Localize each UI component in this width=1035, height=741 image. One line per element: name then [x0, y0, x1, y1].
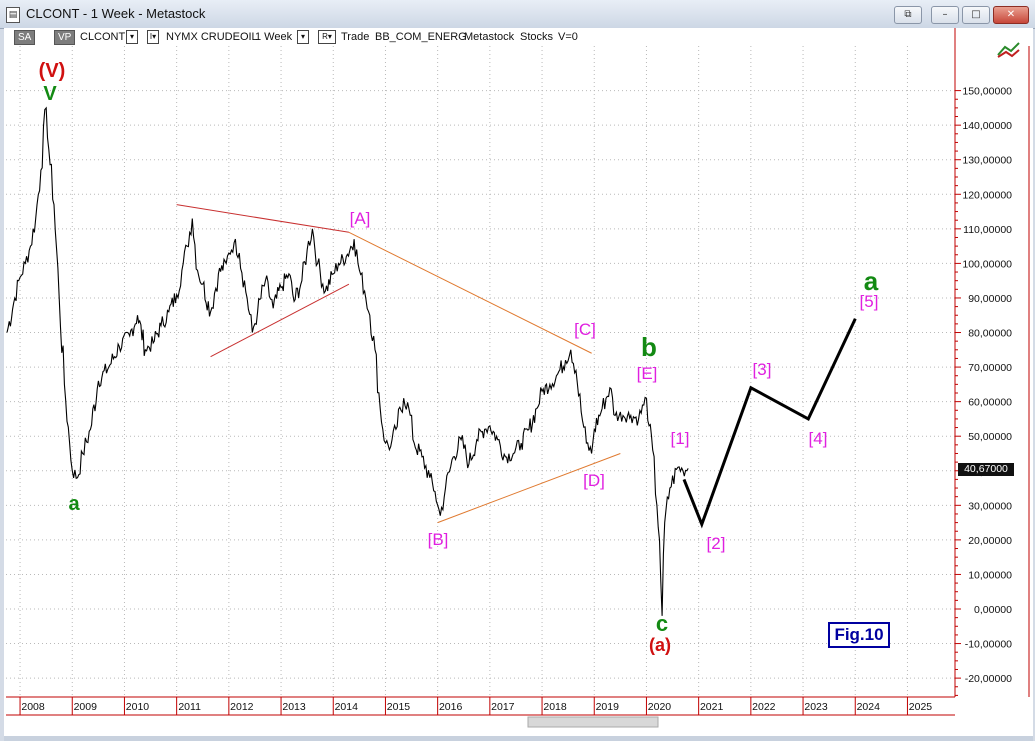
minimize-button[interactable]: –: [931, 6, 959, 24]
symbol-label: CLCONT: [80, 31, 126, 43]
window-title: CLCONT - 1 Week - Metastock: [26, 6, 206, 21]
symbol-dropdown-icon[interactable]: ▾: [126, 30, 138, 44]
interval-dropdown-icon[interactable]: ▾: [297, 30, 309, 44]
app-icon: ▤: [6, 7, 20, 23]
provider-label: Metastock: [464, 31, 515, 43]
sa-button[interactable]: SA ▾: [14, 30, 35, 56]
horizontal-scrollbar[interactable]: [4, 736, 1033, 741]
interval-label: 1 Week: [255, 31, 293, 43]
r-dropdown[interactable]: R▾: [318, 30, 336, 44]
volume-label: V=0: [558, 31, 578, 43]
trade-label: Trade: [341, 31, 370, 43]
last-price-marker: 40,67000: [958, 463, 1014, 476]
title-bar: ▤ CLCONT - 1 Week - Metastock ⧉ – □ ✕: [0, 0, 1035, 29]
maximize-button[interactable]: □: [962, 6, 990, 24]
exchange-label: NYMX CRUDEOIL: [166, 31, 258, 43]
exchange-dropdown-icon[interactable]: I▾: [147, 30, 159, 44]
feed-label: BB_COM_ENERG: [375, 31, 467, 43]
restore-all-button[interactable]: ⧉: [894, 6, 922, 24]
vp-button[interactable]: VP: [54, 30, 76, 45]
figure-label: Fig.10: [828, 622, 890, 648]
type-label: Stocks: [520, 31, 554, 43]
close-button[interactable]: ✕: [993, 6, 1029, 24]
